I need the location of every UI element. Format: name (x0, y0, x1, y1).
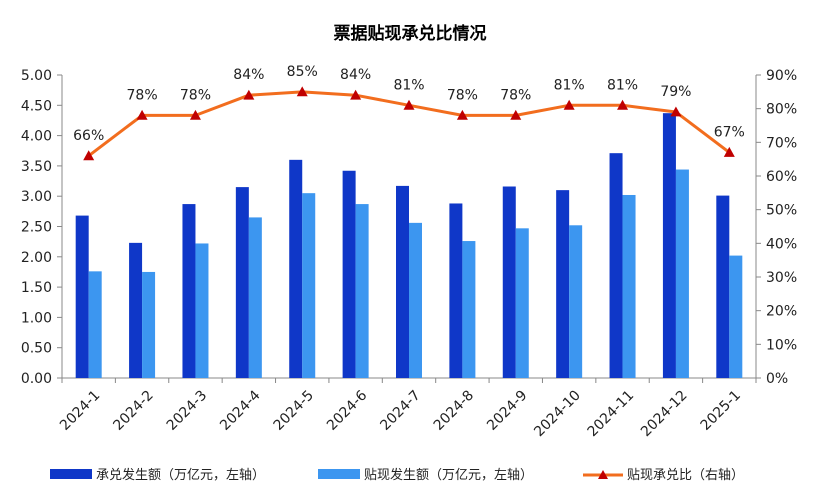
acceptance-bar (75, 215, 89, 378)
left-tick-label: 5.00 (21, 68, 52, 84)
ratio-marker (350, 89, 362, 100)
legend-swatch (50, 469, 92, 479)
ratio-data-label: 85% (287, 64, 318, 80)
x-tick-labels: 2024-1 2024-2 2024-3 2024-4 2024-5 2024-6 2024… (57, 387, 744, 440)
acceptance-bar (609, 153, 623, 378)
discount-bar (675, 169, 689, 378)
ratio-marker (189, 109, 201, 120)
acceptance-bar (396, 185, 409, 378)
discount-bar (142, 271, 156, 378)
x-tick-label: 2024-3 (164, 387, 210, 433)
acceptance-bar (289, 159, 303, 378)
x-tick-label: 2025-1 (698, 387, 744, 433)
right-tick-label: 10% (766, 337, 797, 353)
ratio-data-label: 67% (714, 124, 745, 140)
ratio-marker (510, 109, 522, 120)
ratio-marker (83, 150, 95, 161)
acceptance-bar (502, 186, 516, 378)
x-tick-label: 2024-1 (57, 387, 103, 433)
ratio-data-label: 78% (500, 87, 531, 103)
left-tick-label: 0.50 (21, 341, 52, 357)
legend-marker (598, 470, 608, 479)
right-tick-label: 90% (766, 68, 797, 84)
ratio-data-label: 78% (447, 87, 478, 103)
ratio-marker (617, 99, 629, 110)
x-tick-label: 2024-9 (484, 387, 530, 433)
left-tick-label: 1.50 (21, 280, 52, 296)
ratio-marker (563, 99, 575, 110)
discount-bar (88, 271, 102, 378)
ratio-line: 66% 78% 78% 84% 85% 84% 81% 78% 78% 81% 81% 79% 67% (73, 64, 745, 161)
ratio-data-label: 79% (660, 84, 691, 100)
right-tick-label: 60% (766, 169, 797, 185)
acceptance-bar (556, 190, 570, 378)
acceptance-bar (129, 242, 143, 378)
legend-label: 承兑发生额（万亿元，左轴） (96, 467, 265, 483)
discount-bar (622, 194, 636, 378)
ratio-data-label: 81% (607, 77, 638, 93)
acceptance-bar (662, 113, 676, 378)
acceptance-bar (716, 195, 730, 378)
x-tick-label: 2024-6 (324, 387, 370, 433)
x-tick-label: 2024-11 (585, 387, 638, 440)
discount-bar (195, 243, 209, 378)
discount-bar (355, 204, 369, 378)
ratio-marker (243, 89, 255, 100)
right-tick-label: 20% (766, 304, 797, 320)
right-tick-label: 80% (766, 102, 797, 118)
x-tick-label: 2024-12 (638, 387, 691, 440)
bars (75, 113, 743, 378)
right-tick-label: 70% (766, 135, 797, 151)
left-tick-label: 3.00 (21, 189, 52, 205)
axes: 0.00 0.50 1.00 1.50 2.00 2.50 3.00 3.50 4.00 4.50… (21, 68, 797, 387)
chart-title: 票据贴现承兑比情况 (334, 23, 487, 44)
ratio-data-label: 78% (127, 87, 158, 103)
right-tick-label: 0% (766, 371, 788, 387)
ratio-data-label: 78% (180, 87, 211, 103)
discount-bar (462, 241, 476, 378)
x-tick-label: 2024-7 (377, 387, 423, 433)
ratio-data-label: 81% (393, 77, 424, 93)
legend-label: 贴现发生额（万亿元，左轴） (364, 467, 533, 483)
x-tick-label: 2024-2 (110, 387, 156, 433)
left-tick-label: 4.50 (21, 98, 52, 114)
right-tick-label: 40% (766, 236, 797, 252)
discount-bar (409, 222, 422, 378)
legend-swatch (318, 469, 360, 479)
left-tick-label: 2.50 (21, 220, 52, 236)
x-tick-label: 2024-4 (217, 387, 263, 433)
left-tick-label: 1.00 (21, 310, 52, 326)
x-tick-label: 2024-10 (531, 387, 584, 440)
discount-bar (569, 225, 583, 378)
ratio-marker (723, 146, 735, 157)
left-tick-label: 0.00 (21, 371, 52, 387)
legend: 承兑发生额（万亿元，左轴） 贴现发生额（万亿元，左轴） 贴现承兑比（右轴） (50, 467, 744, 483)
left-tick-label: 3.50 (21, 159, 52, 175)
left-tick-label: 4.00 (21, 129, 52, 145)
ratio-marker (403, 99, 415, 110)
ratio-data-label: 84% (340, 67, 371, 83)
ratio-marker (136, 109, 148, 120)
right-tick-label: 30% (766, 270, 797, 286)
ratio-marker (670, 106, 682, 117)
left-tick-label: 2.00 (21, 250, 52, 266)
acceptance-bar (449, 203, 463, 378)
discount-bar (302, 193, 316, 378)
ratio-data-label: 84% (233, 67, 264, 83)
ratio-marker (296, 86, 308, 97)
x-tick-label: 2024-8 (431, 387, 477, 433)
ratio-marker (456, 109, 468, 120)
ratio-data-label: 81% (554, 77, 585, 93)
discount-bar (515, 228, 529, 378)
discount-bar (729, 255, 743, 378)
legend-label: 贴现承兑比（右轴） (627, 468, 744, 483)
discount-bar (248, 217, 262, 378)
right-tick-label: 50% (766, 203, 797, 219)
x-tick-label: 2024-5 (271, 387, 317, 433)
acceptance-bar (235, 187, 249, 378)
ratio-data-label: 66% (73, 128, 104, 144)
acceptance-bar (182, 204, 196, 378)
acceptance-bar (342, 170, 356, 378)
